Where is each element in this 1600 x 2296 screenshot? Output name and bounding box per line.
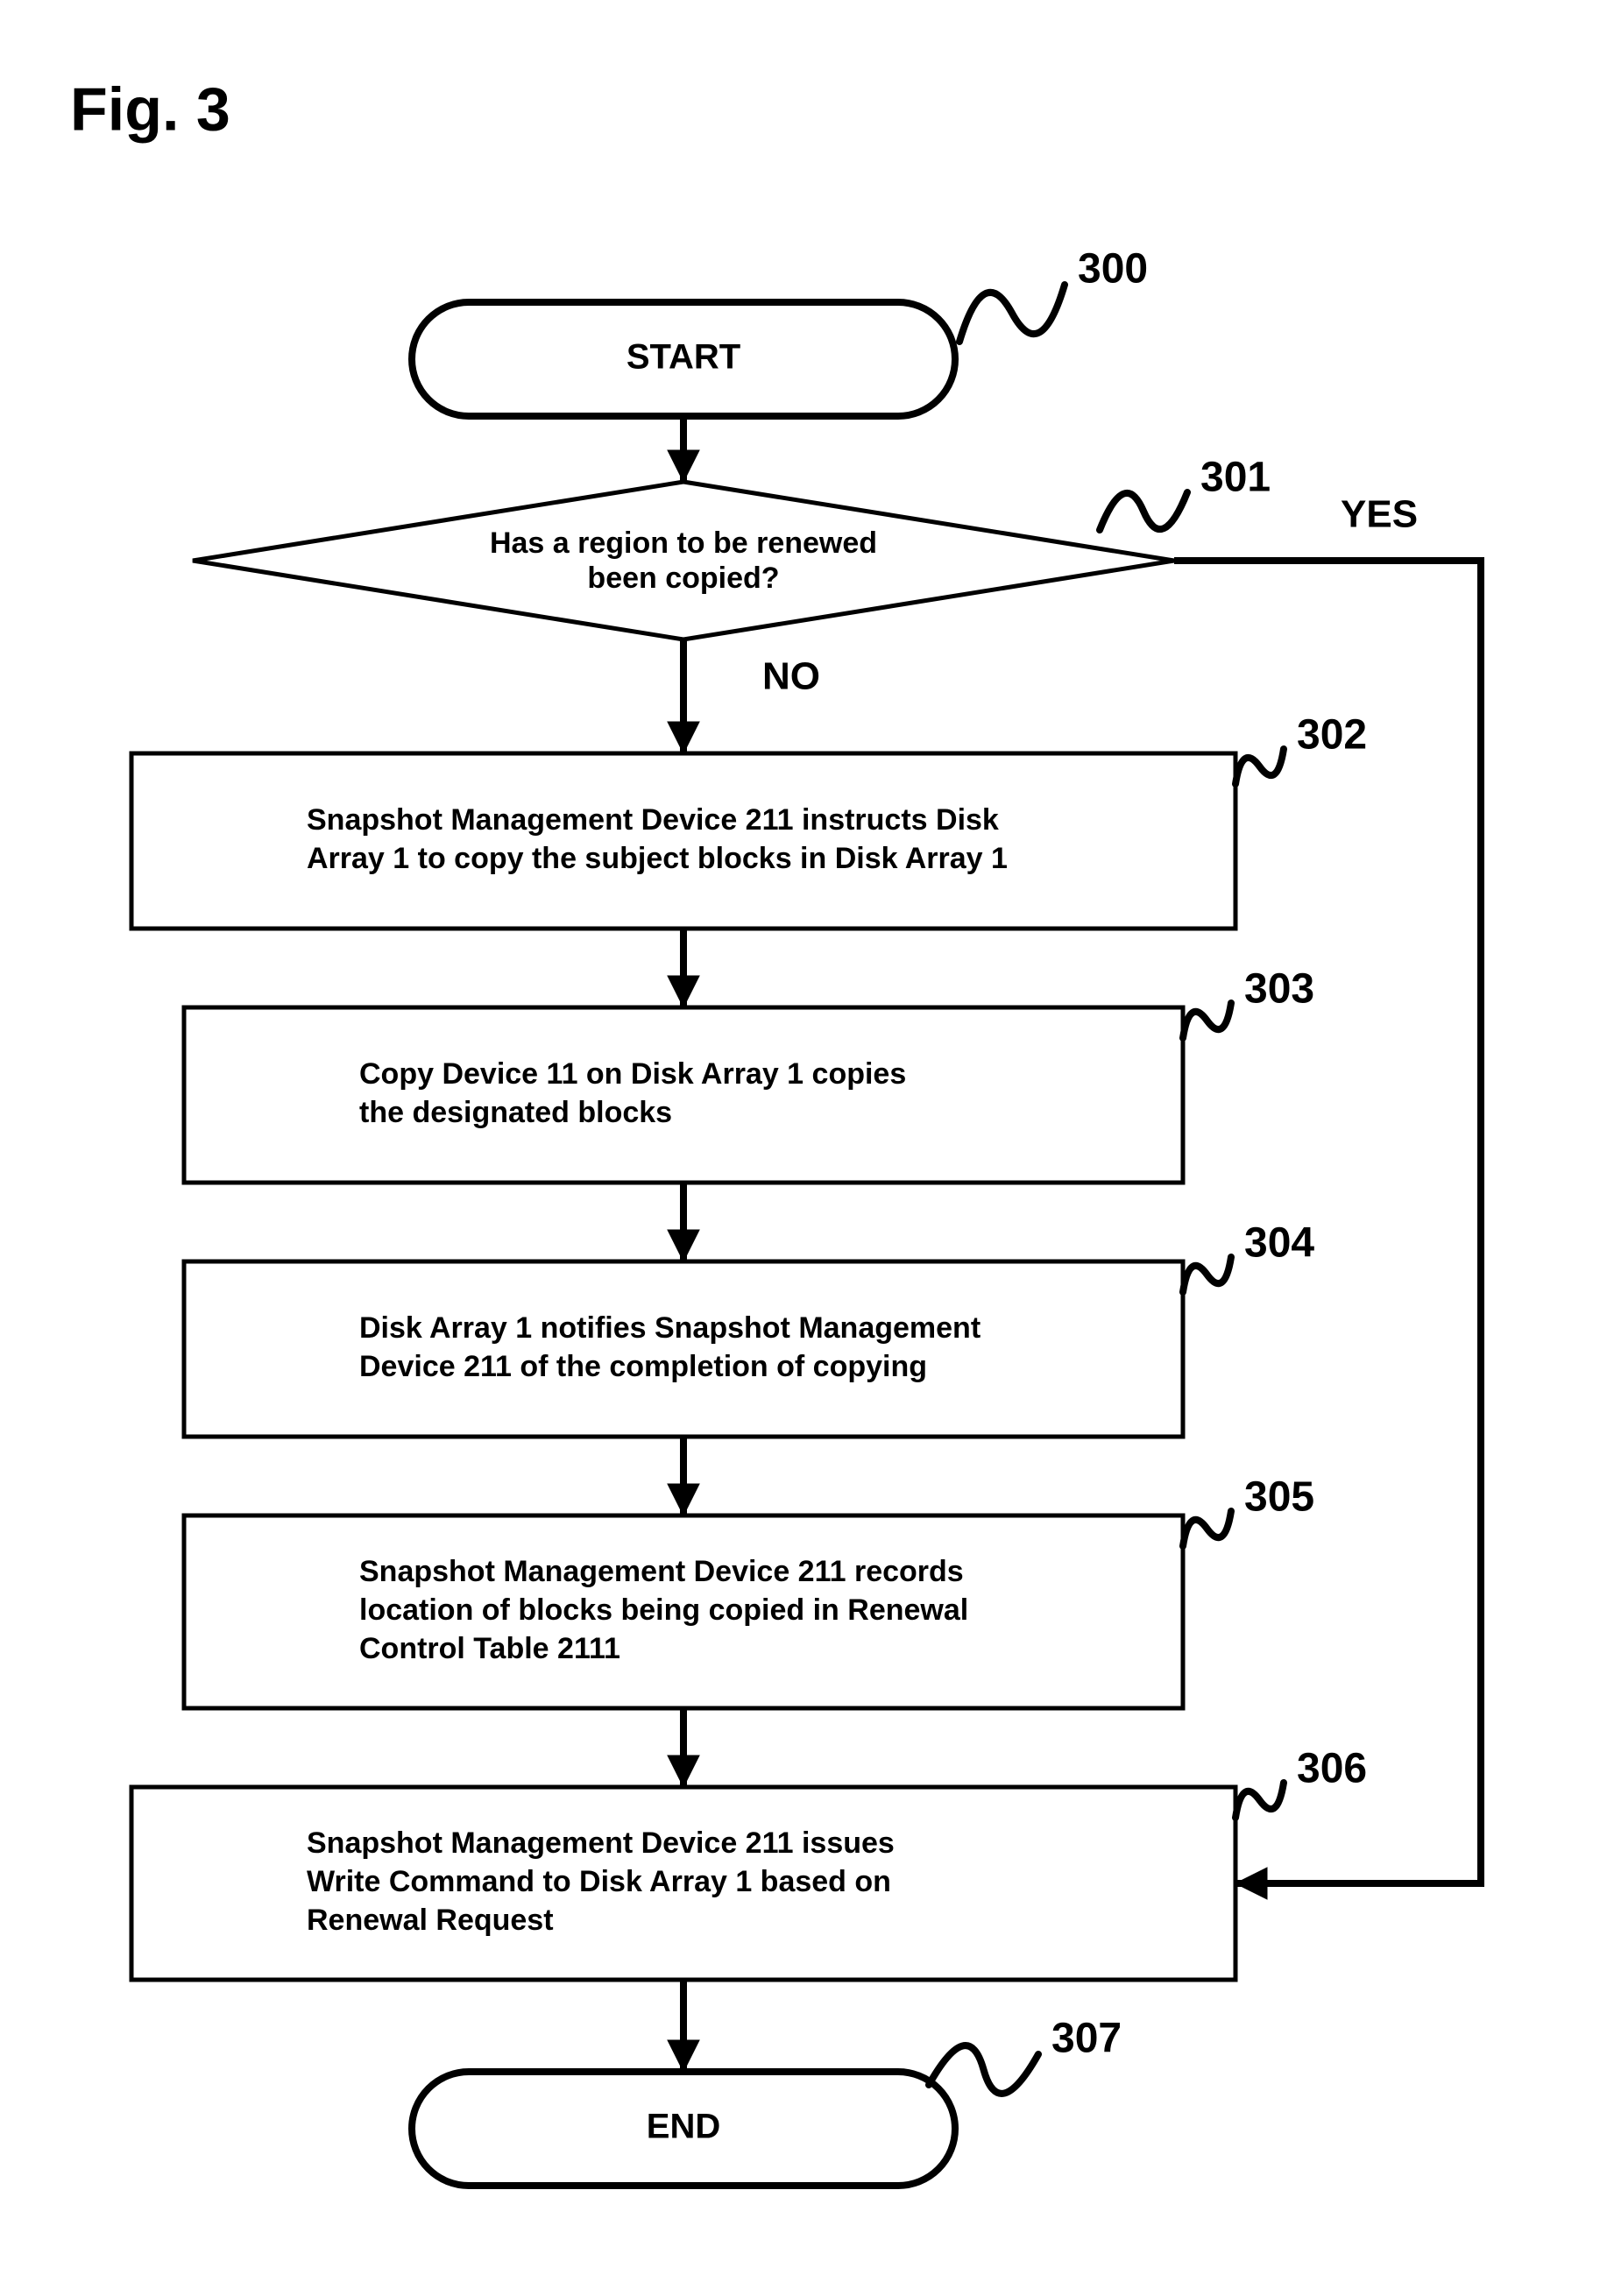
- ref-304: 304: [1244, 1220, 1314, 1267]
- decision-text-2: been copied?: [587, 562, 779, 595]
- no-label: NO: [762, 655, 820, 698]
- step-302-text-0: Snapshot Management Device 211 instructs…: [307, 803, 999, 837]
- start-label: START: [627, 338, 740, 377]
- step-302-text-1: Array 1 to copy the subject blocks in Di…: [307, 842, 1008, 875]
- ref-306: 306: [1297, 1746, 1367, 1792]
- arrowhead: [668, 450, 699, 482]
- ref-302: 302: [1297, 712, 1367, 759]
- step-306-text-1: Write Command to Disk Array 1 based on: [307, 1865, 891, 1898]
- step-303-text-1: the designated blocks: [359, 1096, 672, 1129]
- step-306-text-2: Renewal Request: [307, 1904, 554, 1937]
- decision-text-1: Has a region to be renewed: [490, 526, 877, 560]
- ref-300: 300: [1078, 246, 1148, 293]
- arrowhead: [668, 976, 699, 1007]
- figure-title: Fig. 3: [70, 74, 230, 143]
- ref-307: 307: [1051, 2016, 1122, 2062]
- step-305-text-2: Control Table 2111: [359, 1632, 620, 1665]
- step-303-text-0: Copy Device 11 on Disk Array 1 copies: [359, 1057, 906, 1091]
- arrowhead: [668, 1230, 699, 1261]
- arrowhead: [668, 722, 699, 753]
- ref-301: 301: [1200, 455, 1271, 501]
- end-label: END: [647, 2108, 720, 2146]
- step-306-text-0: Snapshot Management Device 211 issues: [307, 1826, 895, 1860]
- callout-squiggle: [1235, 1783, 1284, 1818]
- callout-squiggle: [1100, 492, 1187, 530]
- callout-squiggle: [1183, 1003, 1231, 1038]
- step-304-text-1: Device 211 of the completion of copying: [359, 1350, 927, 1383]
- ref-303: 303: [1244, 966, 1314, 1013]
- step-305-text-0: Snapshot Management Device 211 records: [359, 1555, 964, 1588]
- arrowhead: [668, 1756, 699, 1787]
- ref-305: 305: [1244, 1474, 1314, 1521]
- callout-squiggle: [929, 2045, 1038, 2094]
- callout-squiggle: [1235, 749, 1284, 784]
- yes-label: YES: [1341, 493, 1418, 536]
- callout-squiggle: [1183, 1511, 1231, 1546]
- step-304-text-0: Disk Array 1 notifies Snapshot Managemen…: [359, 1311, 981, 1345]
- arrowhead: [668, 2040, 699, 2072]
- step-303: [184, 1007, 1183, 1183]
- arrowhead: [668, 1484, 699, 1515]
- callout-squiggle: [959, 285, 1065, 342]
- step-305-text-1: location of blocks being copied in Renew…: [359, 1593, 968, 1627]
- callout-squiggle: [1183, 1257, 1231, 1292]
- arrowhead: [1235, 1868, 1267, 1899]
